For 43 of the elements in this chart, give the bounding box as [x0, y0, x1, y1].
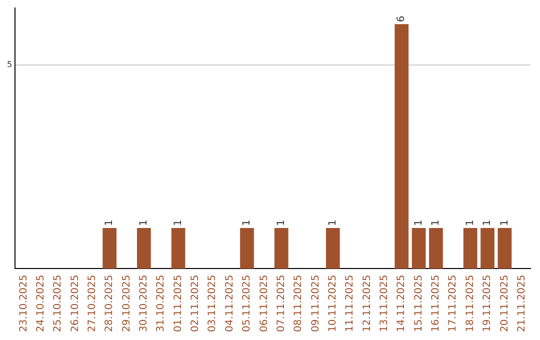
- data-label: 1: [242, 220, 253, 226]
- data-label: 1: [276, 220, 287, 226]
- x-tick-label: 26.10.2025: [70, 274, 81, 332]
- data-label: 6: [396, 16, 408, 22]
- x-tick-label: 06.11.2025: [258, 274, 270, 332]
- x-tick-label: 29.10.2025: [121, 274, 132, 332]
- x-tick-label: 28.10.2025: [104, 274, 116, 332]
- data-label: 1: [138, 220, 150, 226]
- x-tick-label: 01.11.2025: [172, 274, 184, 332]
- data-label: 1: [464, 220, 476, 226]
- data-label: 1: [482, 220, 494, 226]
- x-tick-label: 23.10.2025: [18, 274, 30, 332]
- x-tick-label: 19.11.2025: [482, 274, 494, 332]
- x-tick-label: 16.11.2025: [430, 274, 442, 332]
- x-tick-label: 21.11.2025: [516, 274, 528, 332]
- x-tick-label: 08.11.2025: [293, 274, 304, 332]
- x-tick-label: 24.10.2025: [35, 274, 46, 332]
- data-label: 1: [327, 220, 338, 226]
- data-label: 1: [104, 220, 116, 226]
- x-tick-label: 07.11.2025: [276, 274, 287, 332]
- x-tick-label: 20.11.2025: [499, 274, 510, 332]
- x-tick-label: 18.11.2025: [464, 274, 476, 332]
- x-tick-label: 02.11.2025: [190, 274, 202, 332]
- x-tick-label: 10.11.2025: [327, 274, 338, 332]
- x-tick-label: 12.11.2025: [362, 274, 373, 332]
- data-label: 1: [499, 220, 510, 226]
- x-tick-label: 17.11.2025: [448, 274, 459, 332]
- y-tick-label: 5: [6, 60, 12, 69]
- data-label: 1: [430, 220, 442, 226]
- x-tick-label: 03.11.2025: [207, 274, 218, 332]
- x-tick-label: 13.11.2025: [379, 274, 390, 332]
- x-tick-label: 15.11.2025: [413, 274, 424, 332]
- x-tick-label: 05.11.2025: [242, 274, 253, 332]
- x-tick-label: 25.10.2025: [52, 274, 64, 332]
- data-label: 1: [172, 220, 184, 226]
- x-tick-label: 30.10.2025: [138, 274, 150, 332]
- x-tick-label: 11.11.2025: [344, 274, 356, 332]
- x-tick-label: 27.10.2025: [86, 274, 98, 332]
- data-label: 1: [413, 220, 424, 226]
- x-tick-label: 04.11.2025: [224, 274, 236, 332]
- x-tick-label: 09.11.2025: [310, 274, 322, 332]
- x-tick-label: 31.10.2025: [156, 274, 167, 332]
- x-tick-label: 14.11.2025: [396, 274, 408, 332]
